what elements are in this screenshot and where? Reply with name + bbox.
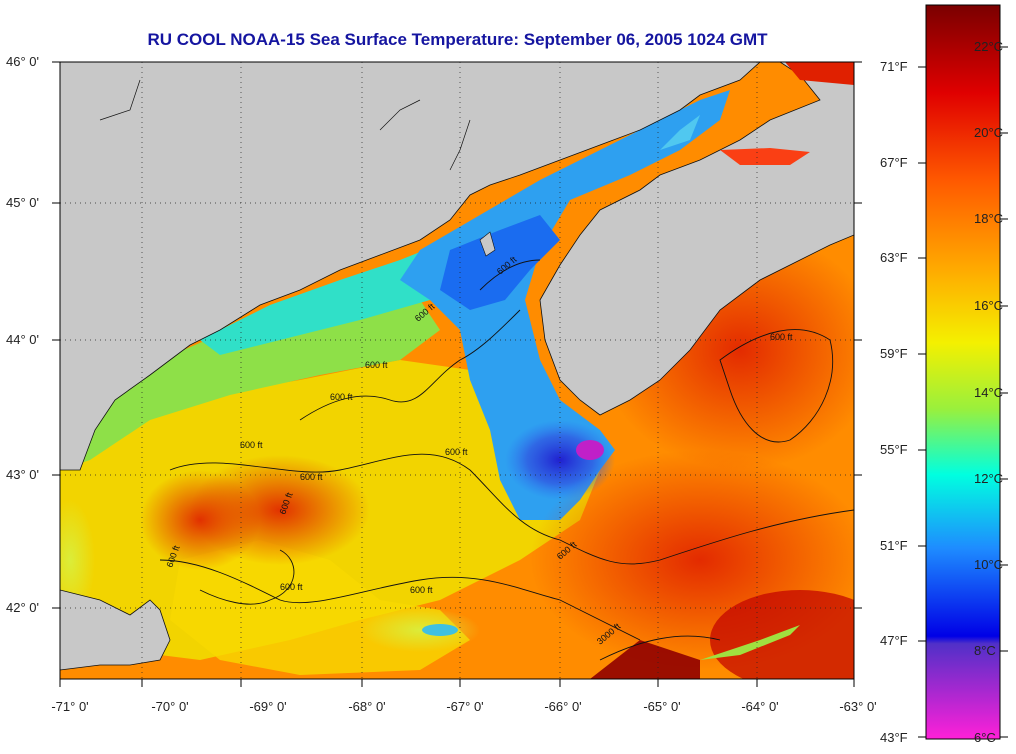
- lon-label: -67° 0': [446, 699, 484, 714]
- depth-contours: [159, 259, 854, 661]
- fahrenheit-label: 71°F: [880, 59, 908, 74]
- lat-label: 44° 0': [6, 332, 39, 347]
- lon-label: -68° 0': [348, 699, 386, 714]
- contour-label: 600 ft: [330, 392, 353, 402]
- lon-label: -63° 0': [839, 699, 877, 714]
- celsius-label: 16°C: [974, 298, 1004, 313]
- contour-label: 600 ft: [280, 582, 303, 592]
- fahrenheit-label: 67°F: [880, 155, 908, 170]
- contour-label: 600 ft: [300, 472, 323, 482]
- celsius-label: 8°C: [974, 643, 996, 658]
- lat-label: 45° 0': [6, 195, 39, 210]
- fahrenheit-label: 63°F: [880, 250, 908, 265]
- fahrenheit-label: 47°F: [880, 633, 908, 648]
- contour-label: 600 ft: [770, 332, 793, 342]
- land-new-england: [60, 62, 761, 471]
- celsius-label: 20°C: [974, 125, 1004, 140]
- lon-label: -66° 0': [544, 699, 582, 714]
- celsius-label: 14°C: [974, 385, 1004, 400]
- celsius-label: 6°C: [974, 730, 996, 745]
- lon-label: -64° 0': [741, 699, 779, 714]
- lon-label: -65° 0': [643, 699, 681, 714]
- lon-label: -69° 0': [249, 699, 287, 714]
- land-cape-cod: [60, 589, 171, 671]
- contour-label: 600 ft: [240, 440, 263, 450]
- lat-label: 43° 0': [6, 467, 39, 482]
- page-title: RU COOL NOAA-15 Sea Surface Temperature:…: [147, 30, 768, 49]
- contour-label: 600 ft: [410, 585, 433, 595]
- contour-label: 600 ft: [445, 447, 468, 457]
- map-frame: [59, 61, 855, 680]
- fahrenheit-label: 51°F: [880, 538, 908, 553]
- celsius-label: 18°C: [974, 211, 1004, 226]
- lat-label: 42° 0': [6, 600, 39, 615]
- celsius-label: 22°C: [974, 39, 1004, 54]
- fahrenheit-label: 59°F: [880, 346, 908, 361]
- contour-label: 600 ft: [365, 360, 388, 370]
- fahrenheit-label: 55°F: [880, 442, 908, 457]
- fahrenheit-label: 43°F: [880, 730, 908, 745]
- temperature-colorbar: [925, 4, 1001, 740]
- celsius-label: 12°C: [974, 471, 1004, 486]
- lat-label: 46° 0': [6, 54, 39, 69]
- lon-label: -70° 0': [151, 699, 189, 714]
- lon-label: -71° 0': [51, 699, 89, 714]
- celsius-label: 10°C: [974, 557, 1004, 572]
